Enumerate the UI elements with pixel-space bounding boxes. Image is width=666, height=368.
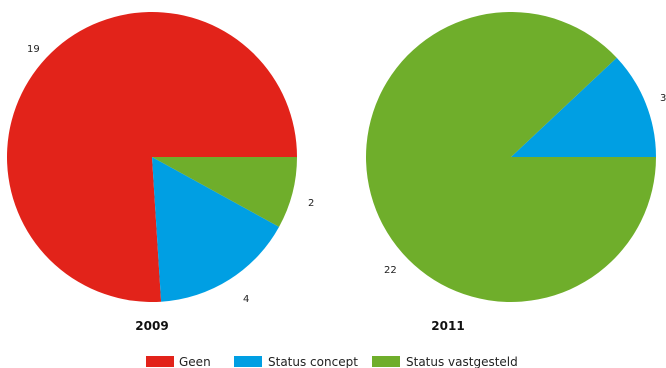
pie-chart-2011: 3 22 2011 [366, 11, 666, 333]
pie-chart-2009: 19 4 2 2009 [7, 11, 314, 333]
slice-2009-geen [7, 11, 298, 302]
slice-label-2011-status-vastgesteld: 22 [384, 265, 397, 276]
legend-swatch-status-vastgesteld [372, 356, 400, 367]
slice-2011-status-vastgesteld [366, 11, 656, 302]
slice-2009-status-concept [152, 157, 280, 302]
slice-label-2009-status-vastgesteld: 2 [308, 198, 314, 209]
legend: Geen Status concept Status vastgesteld [146, 355, 518, 368]
legend-label-status-vastgesteld: Status vastgesteld [406, 355, 518, 368]
slice-label-2009-geen: 19 [27, 44, 40, 55]
chart-title-2009: 2009 [135, 319, 168, 333]
chart-title-2011: 2011 [431, 319, 464, 333]
legend-swatch-geen [146, 356, 174, 367]
slice-2009-status-vastgesteld [152, 157, 297, 227]
slice-label-2009-status-concept: 4 [243, 294, 249, 305]
slice-2011-status-concept [511, 57, 656, 157]
slice-label-2011-status-concept: 3 [660, 93, 666, 104]
legend-label-geen: Geen [179, 355, 211, 368]
legend-swatch-status-concept [234, 356, 262, 367]
legend-label-status-concept: Status concept [268, 355, 358, 368]
